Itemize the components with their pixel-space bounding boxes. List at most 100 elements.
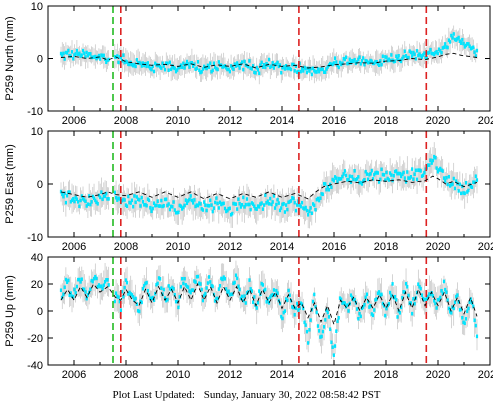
data-point (441, 169, 444, 173)
data-point (229, 212, 233, 217)
data-point (123, 60, 126, 65)
data-point (270, 64, 273, 68)
data-point (428, 163, 431, 167)
data-point (147, 293, 151, 297)
data-point (381, 172, 384, 177)
data-point (261, 65, 264, 69)
data-point (336, 180, 339, 184)
data-point (448, 40, 452, 44)
data-point (327, 315, 331, 319)
data-point (426, 51, 430, 55)
data-point (125, 204, 129, 209)
data-point (344, 55, 348, 60)
data-point (232, 281, 235, 286)
data-point (97, 193, 101, 198)
data-point (225, 287, 228, 291)
data-point (144, 202, 147, 207)
data-point (299, 69, 302, 74)
data-point (264, 287, 267, 292)
data-point (313, 292, 316, 297)
data-point (64, 200, 67, 205)
data-point (149, 205, 152, 210)
data-point (265, 61, 268, 66)
data-point (101, 53, 104, 58)
data-point (122, 53, 125, 57)
data-point (296, 301, 299, 306)
data-point (289, 67, 293, 72)
data-point (331, 62, 334, 67)
data-point (113, 55, 116, 59)
data-point (177, 305, 180, 310)
data-point (151, 295, 154, 300)
data-point (310, 72, 313, 77)
data-point (455, 38, 458, 42)
plot-area (59, 257, 479, 365)
data-point (211, 284, 214, 289)
data-point (304, 323, 307, 327)
data-point (251, 64, 255, 68)
data-point (373, 172, 376, 177)
data-point (425, 296, 428, 301)
data-point (176, 68, 179, 72)
data-point (433, 154, 436, 159)
x-tick-label: 2022 (478, 115, 493, 127)
data-point (329, 327, 332, 332)
data-point (472, 45, 475, 50)
data-point (285, 203, 288, 207)
data-point (337, 65, 340, 70)
data-point (162, 203, 165, 208)
data-point (192, 201, 195, 205)
data-point (407, 176, 410, 180)
data-point (218, 283, 222, 288)
x-tick-label: 2012 (218, 115, 242, 127)
data-point (428, 50, 431, 55)
data-point (435, 49, 438, 54)
data-point (106, 278, 109, 282)
data-point (140, 300, 143, 305)
data-point (360, 306, 364, 311)
data-point (172, 66, 175, 70)
data-point (162, 64, 165, 68)
data-point (369, 58, 372, 63)
data-point (400, 305, 403, 310)
data-point (266, 199, 269, 204)
data-point (447, 174, 450, 179)
data-point (384, 178, 387, 182)
data-point (209, 61, 212, 66)
data-point (145, 203, 148, 208)
data-point (266, 297, 269, 301)
data-point (95, 276, 98, 281)
x-tick-label: 2006 (62, 369, 86, 381)
data-point (103, 279, 107, 284)
data-point (337, 316, 340, 320)
data-point (117, 196, 120, 201)
data-point (232, 201, 235, 206)
panel-2: -10 0 10 2006 2008 2010 2012 2014 2016 2018 2020 20… (4, 126, 493, 253)
data-point (62, 194, 65, 199)
data-point (189, 290, 192, 295)
data-point (84, 199, 87, 204)
data-point (466, 190, 469, 194)
data-point (168, 286, 171, 291)
data-point (94, 198, 97, 203)
data-point (154, 203, 157, 208)
data-point (183, 66, 186, 70)
data-point (294, 306, 298, 311)
data-point (436, 169, 439, 174)
data-point (134, 64, 137, 69)
data-point (374, 60, 377, 64)
x-tick-label: 2006 (62, 115, 86, 127)
data-point (437, 168, 441, 172)
data-point (92, 196, 96, 201)
data-point (173, 292, 176, 297)
data-point (390, 293, 393, 298)
data-point (423, 297, 426, 302)
data-point (103, 194, 107, 199)
data-point (217, 60, 220, 64)
data-point (261, 207, 264, 211)
data-point (198, 201, 201, 205)
data-point (332, 178, 335, 183)
data-point (94, 274, 97, 279)
data-point (430, 161, 433, 165)
data-point (365, 172, 368, 176)
